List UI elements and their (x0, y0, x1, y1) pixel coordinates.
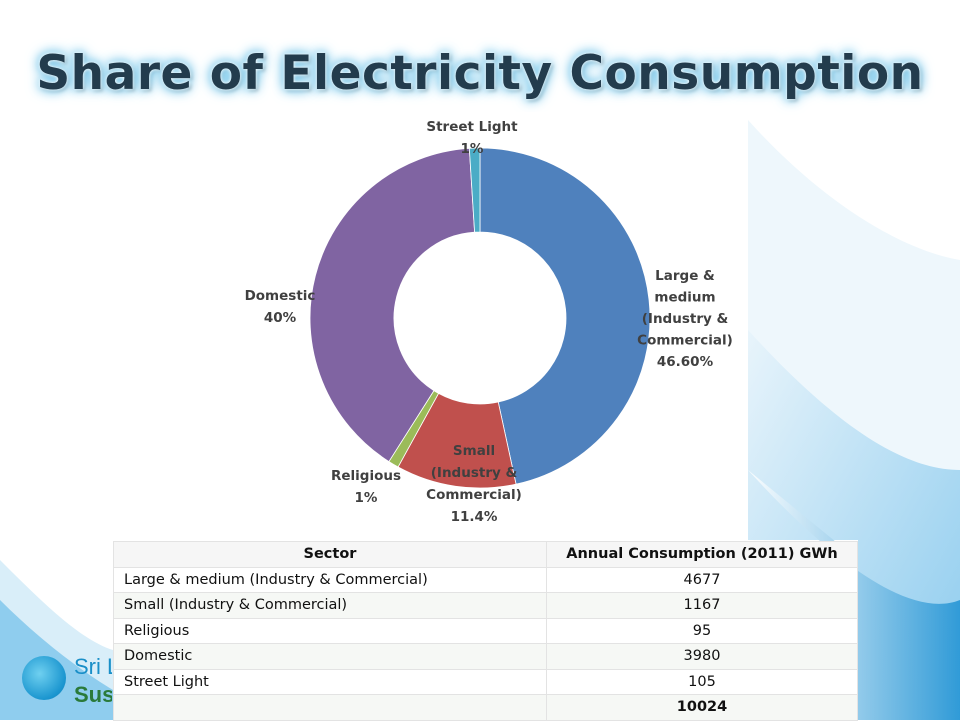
slice-percent: 46.60% (657, 354, 714, 370)
slice-label-line: Domestic (245, 288, 316, 304)
cell-value: 4677 (546, 566, 858, 593)
slice-percent: 1% (355, 490, 378, 506)
cell-sector: Large & medium (Industry & Commercial) (113, 566, 547, 593)
donut-slice-4 (468, 147, 481, 233)
slice-label-line: (Industry & (431, 465, 518, 481)
slice-label-line: (Industry & (642, 311, 729, 327)
slice-label-line: Commercial) (426, 487, 522, 503)
cell-sector: Small (Industry & Commercial) (113, 592, 547, 619)
slice-label-line: Street Light (426, 119, 518, 135)
consumption-table: Sector Annual Consumption (2011) GWh Lar… (113, 541, 858, 721)
header-consumption: Annual Consumption (2011) GWh (546, 541, 858, 568)
cell-sector: Street Light (113, 668, 547, 695)
cell-value: 3980 (546, 643, 858, 670)
slice-label-1: Small (Industry & Commercial) 11.4% (426, 443, 522, 525)
slice-label-0: Large & medium (Industry & Commercial) 46.60… (637, 268, 733, 370)
donut-chart: Large & medium (Industry & Commercial) 46.60… (245, 119, 733, 525)
chart-panel: Large & medium (Industry & Commercial) 46.60… (211, 112, 748, 532)
cell-value: 105 (546, 668, 858, 695)
slice-percent: 40% (264, 310, 297, 326)
slice-label-line: Small (453, 443, 495, 459)
slide-title: Share of Electricity Consumption (36, 46, 924, 101)
organization-logo: Sri L Sust (22, 650, 112, 720)
slice-label-line: Commercial) (637, 333, 733, 349)
table-row: Domestic 3980 (113, 643, 858, 670)
slice-label-4: Street Light 1% (426, 119, 518, 157)
cell-sector: Religious (113, 617, 547, 644)
table-total-row: 10024 (113, 694, 858, 721)
slice-percent: 11.4% (451, 509, 498, 525)
table-row: Small (Industry & Commercial) 1167 (113, 592, 858, 619)
slice-label-line: Religious (331, 468, 401, 484)
logo-text-line1: Sri L (74, 654, 112, 679)
logo-text-line2: Sust (74, 682, 112, 707)
slice-label-line: Large & (655, 268, 715, 284)
cell-value: 95 (546, 617, 858, 644)
total-label (113, 694, 547, 721)
logo-globe-icon (22, 656, 66, 700)
slice-percent: 1% (461, 141, 484, 157)
donut-slice-0 (479, 147, 651, 485)
slice-label-3: Domestic 40% (245, 288, 316, 326)
total-value: 10024 (546, 694, 858, 721)
slice-label-line: medium (654, 290, 715, 306)
table-row: Religious 95 (113, 617, 858, 644)
table-header-row: Sector Annual Consumption (2011) GWh (113, 541, 858, 568)
donut-slice-3 (309, 147, 476, 463)
table-row: Large & medium (Industry & Commercial) 4… (113, 566, 858, 593)
slice-label-2: Religious 1% (331, 468, 401, 506)
cell-sector: Domestic (113, 643, 547, 670)
cell-value: 1167 (546, 592, 858, 619)
table-row: Street Light 105 (113, 668, 858, 695)
header-sector: Sector (113, 541, 547, 568)
